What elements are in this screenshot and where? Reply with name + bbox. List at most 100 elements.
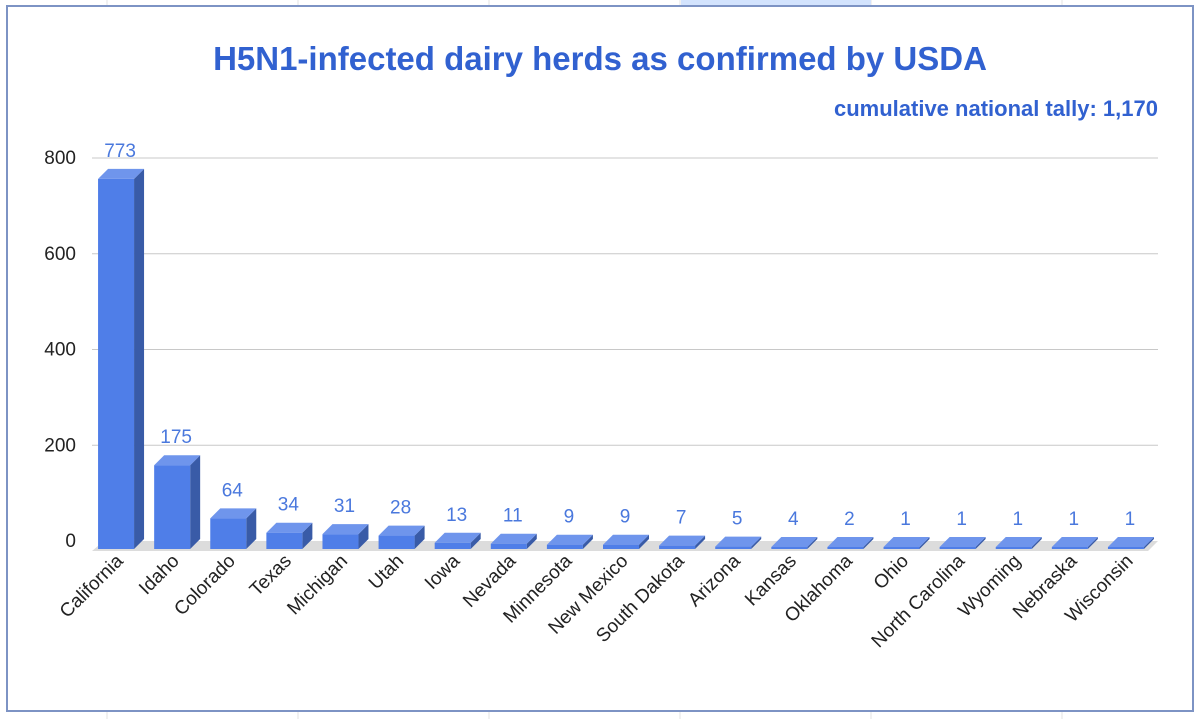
x-tick-label: Michigan: [283, 551, 352, 620]
x-tick-label: Utah: [365, 551, 408, 594]
bar-side: [807, 537, 818, 549]
bar-iowa: [434, 532, 481, 549]
bar-front: [490, 543, 527, 549]
bar-top: [883, 537, 930, 547]
y-axis-ticks: 0 200 400 600 800: [44, 148, 76, 552]
bar-front: [995, 547, 1032, 549]
data-label: 64: [222, 480, 244, 501]
data-label: 1: [1069, 509, 1080, 530]
bar-top: [210, 508, 257, 519]
bar-south-dakota: [659, 535, 706, 549]
data-label: 34: [278, 495, 300, 516]
bar-idaho: [154, 455, 201, 549]
bar-front: [715, 546, 752, 549]
data-label: 1: [1012, 509, 1023, 530]
bar-top: [995, 537, 1042, 547]
x-tick-label: Ohio: [870, 551, 913, 594]
bar-side: [470, 532, 481, 549]
bar-kansas: [771, 537, 818, 549]
bar-front: [771, 547, 808, 549]
x-tick-label: Colorado: [170, 551, 239, 620]
bar-side: [582, 534, 593, 549]
bar-top: [98, 168, 145, 179]
data-label: 9: [564, 507, 575, 528]
bar-wyoming: [995, 537, 1042, 549]
bar-side: [190, 455, 201, 549]
data-label: 1: [1125, 509, 1136, 530]
bar-top: [546, 534, 593, 545]
bar-side: [695, 535, 706, 549]
data-label: 28: [390, 498, 411, 519]
data-label: 7: [676, 508, 687, 529]
bar-california: [98, 168, 145, 549]
bar-top: [378, 525, 425, 536]
bar-side: [863, 537, 874, 549]
bar-front: [1107, 547, 1144, 549]
y-tick-label: 400: [44, 340, 76, 361]
bar-michigan: [322, 524, 369, 549]
data-label: 1: [956, 509, 967, 530]
data-label: 9: [620, 507, 631, 528]
chart-subtitle: cumulative national tally: 1,170: [833, 96, 1158, 121]
data-label: 5: [732, 509, 743, 530]
bar-top: [603, 534, 649, 545]
data-label: 1: [900, 509, 911, 530]
x-tick-label: California: [56, 550, 128, 622]
bar-front: [939, 547, 976, 549]
bar-wisconsin: [1107, 537, 1154, 549]
bar-front: [827, 547, 864, 549]
bar-new-mexico: [603, 534, 649, 549]
x-tick-label: Iowa: [421, 550, 465, 594]
y-tick-label: 600: [44, 244, 76, 265]
data-label: 13: [446, 505, 467, 526]
bar-side: [246, 508, 257, 549]
x-tick-label: Texas: [246, 551, 296, 601]
gridlines: [92, 157, 1158, 446]
bar-side: [302, 522, 313, 549]
data-label: 4: [788, 509, 799, 530]
bar-front: [883, 547, 920, 549]
bar-front: [266, 532, 303, 549]
chart-frame[interactable]: [6, 5, 1194, 712]
data-label: 175: [160, 427, 192, 448]
bar-front: [378, 535, 415, 549]
bar-front: [210, 518, 247, 549]
y-tick-label: 800: [44, 148, 76, 169]
bar-utah: [378, 525, 425, 549]
x-tick-label: Arizona: [684, 550, 745, 611]
bar-top: [1051, 537, 1098, 547]
bar-top: [490, 533, 537, 544]
bar-top: [434, 532, 481, 543]
bar-front: [603, 544, 639, 549]
bar-top: [1107, 537, 1154, 547]
y-tick-label: 0: [65, 531, 76, 552]
bar-north-carolina: [939, 537, 986, 549]
bar-front: [1051, 547, 1088, 549]
bar-arizona: [715, 536, 762, 549]
bar-texas: [266, 522, 313, 549]
bar-front: [154, 465, 191, 549]
x-tick-label: Idaho: [135, 551, 183, 599]
data-label: 2: [844, 509, 855, 530]
bar-top: [322, 524, 369, 535]
bar-oklahoma: [827, 537, 874, 549]
bar-side: [1087, 537, 1098, 549]
bar-top: [715, 536, 762, 547]
bar-side: [414, 525, 425, 549]
bar-top: [827, 537, 874, 547]
bar-front: [434, 542, 471, 549]
bar-top: [771, 537, 818, 547]
bar-front: [546, 544, 583, 549]
data-label: 773: [104, 141, 136, 162]
bar-minnesota: [546, 534, 593, 549]
bar-front: [659, 545, 696, 549]
bar-top: [939, 537, 986, 547]
bar-nebraska: [1051, 537, 1098, 549]
bar-side: [639, 534, 649, 549]
bar-side: [1143, 537, 1154, 549]
bar-side: [1031, 537, 1042, 549]
bar-top: [266, 522, 313, 533]
